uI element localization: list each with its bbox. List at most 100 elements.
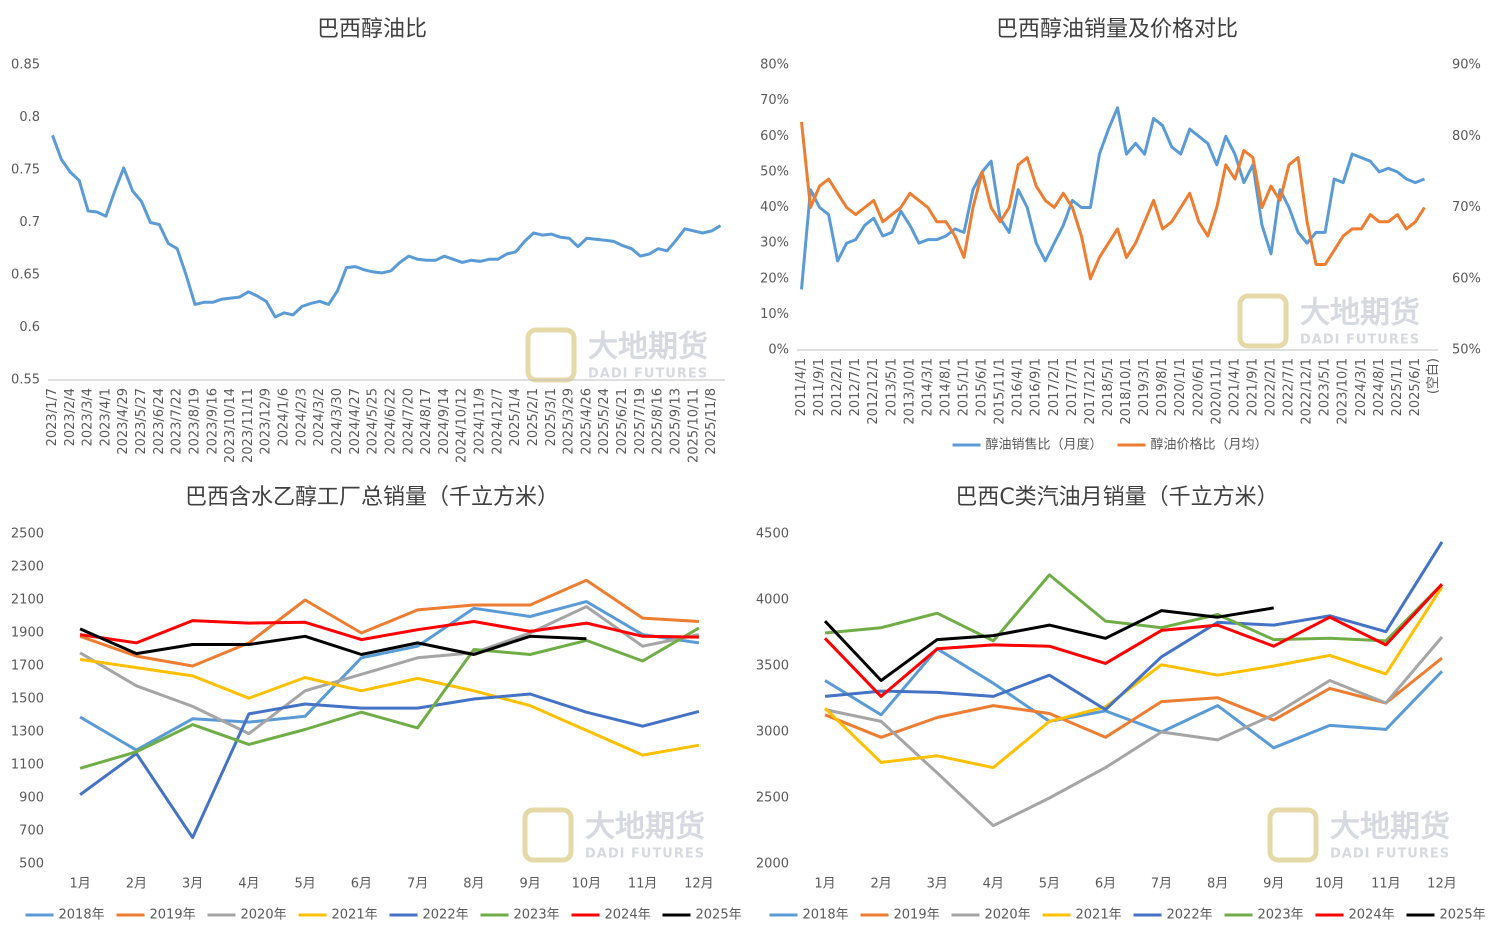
x-tick-label: 2月 xyxy=(126,877,147,892)
chart-title: 巴西醇油销量及价格对比 xyxy=(996,17,1238,42)
series-line xyxy=(823,606,1274,682)
x-tick-label: 1月 xyxy=(814,877,835,892)
x-tick-label: 2017/2/1 xyxy=(1047,358,1062,416)
watermark: 大地期货 DADI FUTURES xyxy=(1237,293,1420,349)
x-tick-label: 2024/8/1 xyxy=(1372,358,1387,416)
x-tick-label: 2022/7/1 xyxy=(1282,358,1297,416)
x-tick-label: 9月 xyxy=(519,877,540,892)
x-tick-label: 6月 xyxy=(351,877,372,892)
x-tick-label: 2024/9/14 xyxy=(437,388,452,455)
x-tick-label: 2025/6/21 xyxy=(615,388,630,455)
x-tick-label: 2025/9/13 xyxy=(669,388,684,455)
x-tick-label: 2015/1/1 xyxy=(957,358,972,416)
y-tick-label: 0.6 xyxy=(19,320,40,335)
series-line xyxy=(79,692,700,840)
x-tick-label: 2024/3/30 xyxy=(330,388,345,455)
legend-label: 2019年 xyxy=(150,908,196,923)
legend-label: 2025年 xyxy=(1440,908,1486,923)
x-tick-label: 2023/5/1 xyxy=(1318,358,1333,416)
y-tick-label: 3000 xyxy=(756,725,789,740)
series-line xyxy=(824,656,1443,739)
x-tick-label: 2013/5/1 xyxy=(884,358,899,416)
x-tick-label: 2024/3/2 xyxy=(312,388,327,446)
x-tick-label: 2023/10/1 xyxy=(1336,358,1351,425)
y-tick-label: 1100 xyxy=(11,758,44,773)
legend-label: 醇油销售比（月度） xyxy=(986,437,1103,453)
y-tick-label: 0.85 xyxy=(11,58,40,73)
x-tick-label: 8月 xyxy=(463,877,484,892)
watermark-cn: 大地期货 xyxy=(1300,296,1420,331)
legend-label: 2023年 xyxy=(514,908,560,923)
y-tick-label: 60% xyxy=(1452,271,1481,286)
x-tick-label: 5月 xyxy=(1039,877,1060,892)
series-line xyxy=(79,627,587,656)
x-tick-label: 3月 xyxy=(927,877,948,892)
x-tick-label: 2018/5/1 xyxy=(1101,358,1116,416)
x-tick-label: 2024/5/25 xyxy=(366,388,381,455)
series-line xyxy=(823,583,1444,698)
x-tick-label: 2025/3/1 xyxy=(544,388,559,446)
y-tick-label: 50% xyxy=(760,164,789,179)
y-tick-label: 0.55 xyxy=(11,373,40,388)
series-line xyxy=(824,647,1444,750)
series-line xyxy=(824,573,1444,643)
y-tick-label: 500 xyxy=(19,857,44,872)
x-tick-label: (空白) xyxy=(1425,358,1441,394)
x-tick-label: 2024/7/20 xyxy=(401,388,416,455)
series-line xyxy=(79,600,700,752)
x-tick-label: 2023/6/24 xyxy=(152,388,167,455)
watermark-en: DADI FUTURES xyxy=(588,367,708,382)
x-tick-label: 11月 xyxy=(1371,877,1401,892)
y-tick-label: 90% xyxy=(1452,58,1481,73)
series-line xyxy=(800,106,1426,290)
x-tick-label: 2025/3/29 xyxy=(562,388,577,455)
series-line xyxy=(79,626,700,770)
y-tick-label: 4000 xyxy=(756,593,789,608)
chart-title: 巴西C类汽油月销量（千立方米） xyxy=(955,485,1278,510)
series-line xyxy=(824,541,1444,712)
series-line xyxy=(51,134,722,319)
x-tick-label: 2023/1/7 xyxy=(45,388,60,446)
y-tick-label: 0.8 xyxy=(19,110,40,125)
y-tick-label: 1500 xyxy=(11,692,44,707)
x-tick-label: 5月 xyxy=(294,877,315,892)
x-tick-label: 2024/2/3 xyxy=(294,388,309,446)
y-tick-label: 4500 xyxy=(756,527,789,542)
x-tick-label: 2011/4/1 xyxy=(794,358,809,416)
x-tick-label: 2023/12/9 xyxy=(259,388,274,455)
x-tick-label: 2021/4/1 xyxy=(1227,358,1242,416)
logo xyxy=(1237,293,1289,349)
x-tick-label: 2011/9/1 xyxy=(812,358,827,416)
y-tick-label: 80% xyxy=(760,58,789,73)
x-tick-label: 2025/7/19 xyxy=(633,388,648,455)
x-tick-label: 2025/11/8 xyxy=(704,388,719,455)
x-tick-label: 2012/2/1 xyxy=(830,358,845,416)
series-line xyxy=(79,619,699,645)
x-tick-label: 2025/6/1 xyxy=(1408,358,1423,416)
series-line xyxy=(800,121,1426,281)
x-tick-label: 2023/3/4 xyxy=(81,388,96,446)
x-tick-label: 2023/4/29 xyxy=(116,388,131,455)
x-tick-label: 2019/8/1 xyxy=(1155,358,1170,416)
legend-label: 2020年 xyxy=(241,908,287,923)
y-tick-label: 0.75 xyxy=(11,163,40,178)
x-tick-label: 2016/4/1 xyxy=(1011,358,1026,416)
y-tick-label: 0% xyxy=(768,343,789,358)
y-tick-label: 0.7 xyxy=(19,215,40,230)
y-tick-label: 50% xyxy=(1452,343,1481,358)
y-tick-label: 1700 xyxy=(11,659,44,674)
y-tick-label: 3500 xyxy=(756,659,789,674)
x-tick-label: 2025/2/1 xyxy=(526,388,541,446)
x-tick-label: 2024/4/27 xyxy=(348,388,363,455)
watermark-cn: 大地期货 xyxy=(1330,810,1450,845)
watermark: 大地期货 DADI FUTURES xyxy=(525,327,708,383)
x-tick-label: 2019/3/1 xyxy=(1137,358,1152,416)
y-tick-label: 1900 xyxy=(11,626,44,641)
logo xyxy=(525,327,577,383)
legend-label: 2018年 xyxy=(803,908,849,923)
legend-label: 2020年 xyxy=(985,908,1031,923)
x-tick-label: 2015/6/1 xyxy=(975,358,990,416)
watermark-en: DADI FUTURES xyxy=(1300,333,1420,348)
y-tick-label: 2000 xyxy=(756,857,789,872)
